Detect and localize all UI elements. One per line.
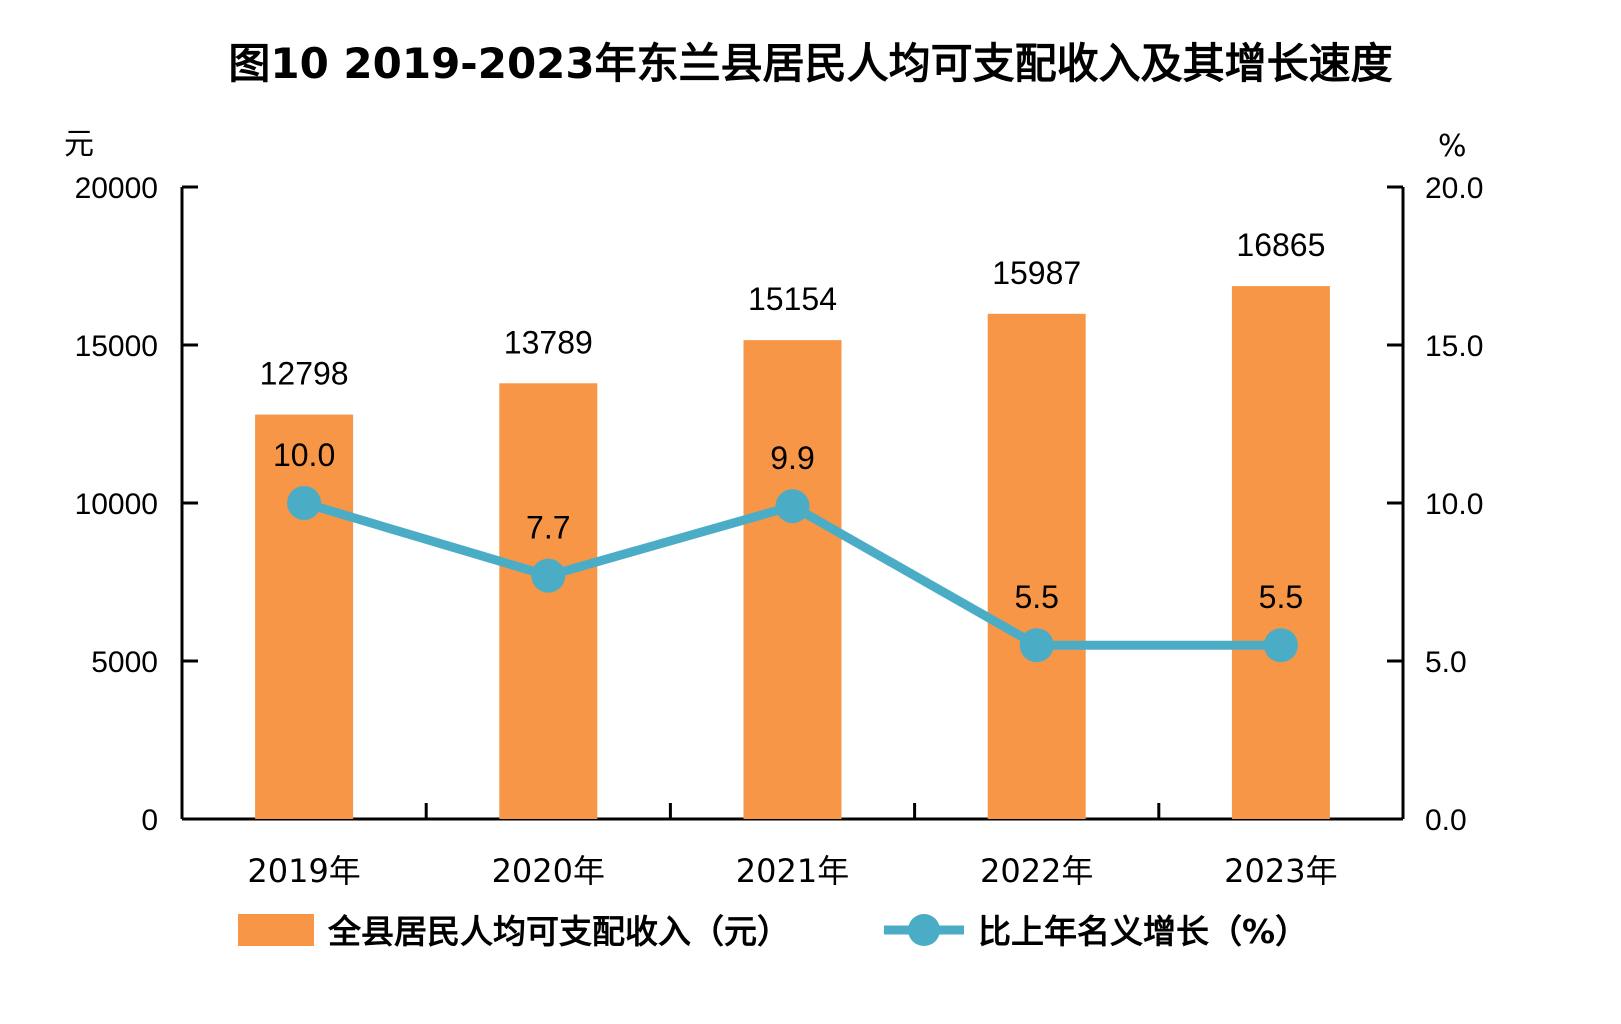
legend: 全县居民人均可支配收入（元） 比上年名义增长（%） — [238, 912, 1308, 951]
bar — [987, 313, 1086, 819]
x-tick-label: 2022年 — [980, 852, 1093, 890]
y-left-tick-label: 20000 — [75, 172, 158, 205]
y-right-tick-label: 10.0 — [1425, 488, 1483, 521]
line-data-label: 9.9 — [770, 440, 814, 476]
legend-label-line: 比上年名义增长（%） — [978, 912, 1308, 951]
y-left-tick-label: 0 — [141, 804, 158, 837]
line-data-label: 10.0 — [273, 437, 335, 473]
bar-data-label: 13789 — [504, 324, 593, 360]
x-tick-label: 2021年 — [736, 852, 849, 890]
line-data-label: 7.7 — [526, 510, 570, 546]
data-labels: 12798 13789 15154 15987 16865 10.0 7.7 9.9 5.5 5.… — [260, 227, 1326, 615]
bar-data-label: 15154 — [748, 281, 837, 317]
line-marker — [1019, 628, 1054, 663]
line-marker — [531, 558, 566, 593]
bar — [743, 340, 842, 819]
line-marker — [1263, 628, 1298, 663]
line-marker — [287, 486, 322, 520]
bar-data-label: 16865 — [1236, 227, 1325, 263]
bar-data-label: 12798 — [260, 356, 349, 392]
chart-title: 图10 2019-2023年东兰县居民人均可支配收入及其增长速度 — [228, 39, 1393, 88]
y-right-unit-label: % — [1438, 129, 1467, 164]
legend-label-bar: 全县居民人均可支配收入（元） — [327, 912, 790, 951]
bar — [499, 383, 598, 819]
bar-data-label: 15987 — [992, 255, 1081, 291]
y-right-tick-label: 20.0 — [1425, 172, 1483, 205]
line-data-label: 5.5 — [1259, 579, 1303, 615]
axes: 0 5000 10000 15000 20000 0.0 5.0 10.0 15.0 20.0 元%… — [64, 127, 1483, 890]
x-tick-label: 2023年 — [1224, 852, 1337, 890]
y-left-unit-label: 元 — [64, 127, 94, 162]
x-tick-label: 2020年 — [492, 852, 605, 890]
legend-swatch-marker — [908, 914, 940, 946]
y-left-tick-label: 5000 — [91, 646, 158, 679]
line-series — [287, 486, 1298, 663]
y-right-tick-label: 5.0 — [1425, 646, 1467, 679]
y-right-tick-label: 15.0 — [1425, 330, 1483, 363]
legend-swatch-bar — [238, 914, 314, 946]
line-data-label: 5.5 — [1014, 579, 1058, 615]
y-left-tick-label: 10000 — [75, 488, 158, 521]
line-marker — [775, 489, 810, 524]
y-left-tick-label: 15000 — [75, 330, 158, 363]
bar-series — [255, 286, 1330, 819]
x-tick-label: 2019年 — [247, 852, 360, 890]
y-right-tick-label: 0.0 — [1425, 804, 1467, 837]
bar — [1231, 286, 1330, 819]
bar — [255, 414, 354, 819]
